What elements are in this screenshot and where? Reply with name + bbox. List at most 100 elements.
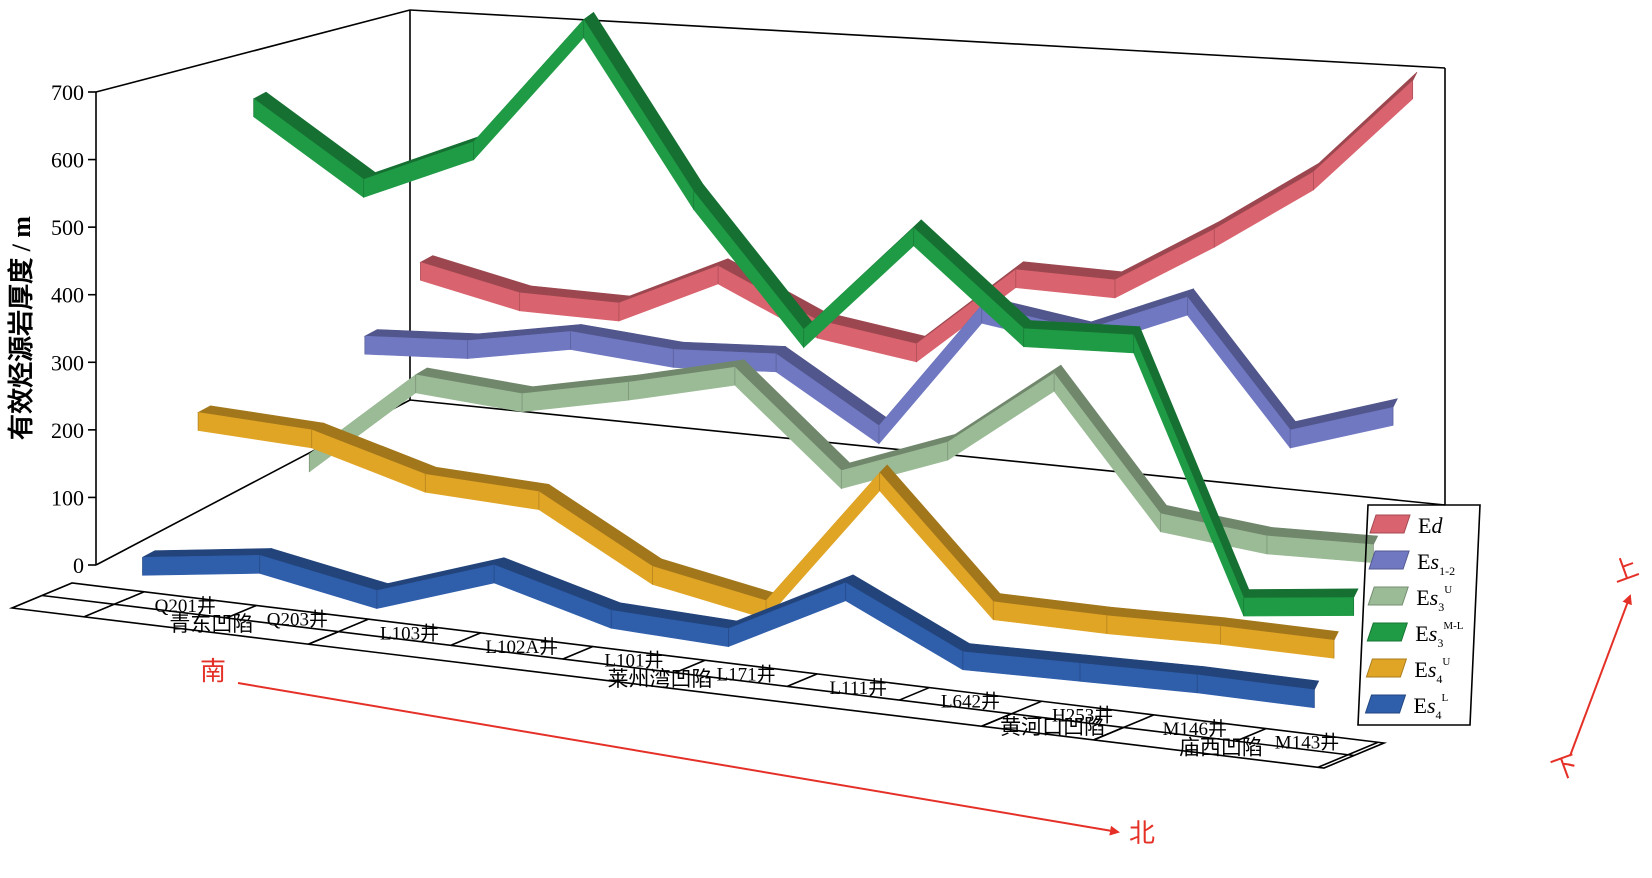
- ribbon-face-segment: [947, 372, 1055, 461]
- basin-cell-divider: [1317, 754, 1349, 769]
- ribbon-face-segment: [376, 564, 495, 609]
- series-Es4U-ribbon: [197, 405, 1339, 659]
- series-Es3M-L-ribbon: [253, 11, 1359, 617]
- legend-label-Ed: Ed: [1418, 513, 1443, 538]
- legend-label-Es4L: Es4L: [1414, 692, 1449, 722]
- south-north-arrow: [237, 682, 1120, 836]
- well-table-outline: [8, 582, 1388, 769]
- ribbon-face-segment: [1220, 625, 1335, 659]
- ribbon-face-segment: [473, 18, 584, 161]
- series-ribbons: [142, 11, 1418, 709]
- ribbon-face-segment: [1196, 674, 1315, 709]
- well-table-row-divider: [41, 594, 1355, 757]
- up-label: 上: [1608, 552, 1642, 588]
- ribbon-top-segment: [1313, 71, 1418, 173]
- well-label-1: Q203井: [267, 609, 328, 631]
- series-Es4L-ribbon: [142, 548, 1320, 709]
- well-label-5: L171井: [717, 663, 776, 685]
- basin-label-3: 庙西凹陷: [1179, 735, 1263, 759]
- well-cell-divider: [450, 632, 481, 647]
- legend-label-part: U: [1444, 584, 1452, 596]
- legend-label-part: E: [1418, 513, 1431, 538]
- legend-swatch-Es4L: [1364, 694, 1407, 714]
- legend-label-part: E: [1415, 621, 1428, 646]
- y-tick-label: 100: [51, 485, 84, 510]
- well-label-9: M146井: [1163, 718, 1227, 740]
- legend-label-part: 3: [1437, 636, 1443, 650]
- ribbon-top-segment: [253, 91, 376, 180]
- legend-label-part: s: [1428, 657, 1437, 682]
- legend-box: [1357, 504, 1481, 726]
- well-cell-divider: [338, 618, 369, 633]
- well-cell-divider: [226, 604, 257, 619]
- well-cell-divider: [786, 673, 818, 688]
- legend-label-part: s: [1427, 693, 1436, 718]
- ribbon-top-segment: [845, 574, 971, 653]
- y-tick-label: 500: [51, 215, 84, 240]
- basin-label-1: 莱州湾凹陷: [608, 667, 713, 691]
- basin-cell-divider: [308, 630, 339, 645]
- well-label-4: L101井: [604, 650, 663, 672]
- legend-label-part: E: [1416, 585, 1429, 610]
- ribbon-face-segment: [618, 265, 719, 322]
- well-cell-divider: [1011, 700, 1042, 715]
- well-label-8: H253井: [1052, 704, 1113, 726]
- y-axis-title: 有效烃源岩厚度 / m: [6, 216, 36, 440]
- ribbon-top-segment: [538, 483, 663, 567]
- ribbon-face-segment: [1213, 171, 1314, 248]
- well-label-7: L642井: [941, 691, 1000, 713]
- well-label-3: L102A井: [485, 636, 558, 658]
- legend-label-part: s: [1430, 585, 1439, 610]
- y-tick-label: 700: [51, 80, 84, 105]
- legend-swatch-Es3U: [1367, 586, 1409, 606]
- legend-label-part: M-L: [1443, 620, 1463, 632]
- ribbon-top-segment: [1187, 288, 1296, 431]
- well-cell-divider: [562, 645, 594, 660]
- well-cell-divider: [1235, 727, 1267, 742]
- well-cell-divider: [899, 686, 930, 701]
- y-tick-label: 300: [51, 350, 84, 375]
- legend-label-part: E: [1414, 693, 1427, 718]
- legend-label-part: 4: [1436, 708, 1442, 722]
- well-label-10: M143井: [1275, 732, 1339, 754]
- ribbon-face-segment: [363, 141, 474, 198]
- ribbon-top-segment: [1243, 588, 1359, 599]
- basin-label-2: 黄河口凹陷: [1000, 715, 1105, 739]
- legend-label-part: E: [1417, 549, 1430, 574]
- series-Es1-2-ribbon: [363, 288, 1398, 449]
- y-tick-label: 600: [51, 148, 84, 173]
- direction-arrows: 南北 上下: [200, 552, 1642, 848]
- ribbon-face-segment: [878, 304, 983, 445]
- legend-label-Es3U: Es3U: [1416, 584, 1452, 614]
- ribbon-face-segment: [142, 555, 261, 576]
- legend-label-part: E: [1414, 657, 1427, 682]
- y-tick-label: 0: [73, 553, 84, 578]
- legend-label-part: 3: [1438, 600, 1444, 614]
- side-wall-top-edge: [95, 9, 411, 93]
- ribbon-face-segment: [845, 582, 964, 671]
- ribbon-face-segment: [583, 18, 694, 211]
- y-tick-label: 200: [51, 418, 84, 443]
- ribbon-top-segment: [947, 364, 1062, 443]
- ribbon-face-segment: [1187, 296, 1291, 449]
- well-cell-divider: [674, 659, 706, 674]
- legend-swatch-Es1-2: [1368, 550, 1410, 570]
- well-label-2: L103井: [380, 622, 439, 644]
- south-label: 南: [200, 657, 226, 686]
- ribbon-face-segment: [1114, 228, 1215, 299]
- down-up-arrow: [1569, 594, 1632, 757]
- well-cell-divider: [1347, 741, 1379, 756]
- legend-label-part: d: [1431, 513, 1443, 538]
- legend-label-part: s: [1431, 549, 1440, 574]
- legend-label-part: L: [1442, 692, 1449, 704]
- ribbon-face-segment: [1243, 597, 1354, 617]
- ribbon-face-segment: [253, 98, 364, 198]
- ribbon-top-segment: [693, 183, 813, 331]
- basin-label-0: 青东凹陷: [169, 612, 253, 636]
- series-Ed-ribbon: [419, 71, 1418, 363]
- basin-cell-divider: [1093, 726, 1125, 741]
- well-table: Q201井 Q203井 L103井 L102A井 L101井 L171井 L111井 L642…: [8, 582, 1388, 769]
- legend-label-part: U: [1442, 656, 1450, 668]
